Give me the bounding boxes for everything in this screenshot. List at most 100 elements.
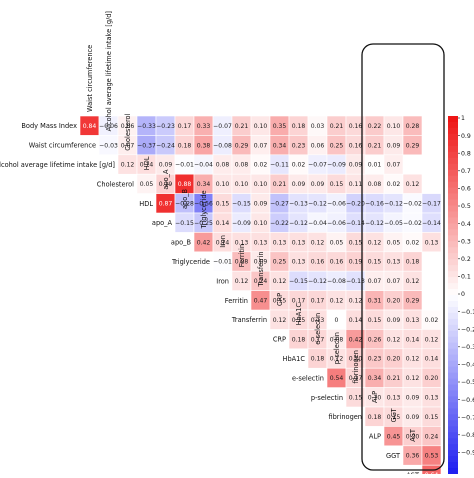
column-label: GGT (390, 407, 398, 422)
row-label: Cholesterol (97, 180, 134, 188)
cell-value-label: −0.04 (194, 162, 213, 169)
cell-value-label: 0.13 (425, 395, 439, 402)
cell-value-label: 0.02 (292, 162, 306, 169)
legend-swatch (448, 456, 458, 463)
cell-value-label: 0.12 (368, 239, 382, 246)
cell-value-label: 0.08 (368, 181, 382, 188)
cell-value-label: 0.88 (178, 181, 192, 188)
cell-value-label: 0.10 (254, 123, 268, 130)
cell-value-label: 0.28 (406, 123, 420, 130)
legend-swatch (448, 468, 458, 475)
heatmap-cell (402, 135, 423, 156)
legend-swatch (448, 390, 458, 398)
legend-swatch (448, 414, 458, 421)
legend-tick-label: 0.3 (461, 238, 471, 245)
legend-swatch (448, 420, 458, 427)
cell-value-label: 0.15 (349, 239, 363, 246)
cell-value-label: −0.24 (156, 142, 175, 149)
legend-tick-label: −0.5 (461, 379, 474, 386)
legend-swatch (448, 336, 458, 344)
legend-swatch (448, 444, 458, 451)
cell-value-label: 0.17 (349, 375, 363, 382)
cell-value-label: 0.12 (121, 162, 135, 169)
cell-value-label: 0.14 (406, 336, 420, 343)
cell-value-label: 0.20 (349, 356, 363, 363)
legend-swatch (448, 223, 458, 230)
row-label: Body Mass Index (21, 122, 77, 130)
cell-value-label: 0.14 (425, 356, 439, 363)
cell-value-label: 0.15 (216, 201, 230, 208)
cell-value-label: −0.12 (308, 278, 327, 285)
cell-value-label: 0.34 (197, 181, 211, 188)
cell-value-label: 0.09 (406, 395, 420, 402)
cell-value-label: 0.12 (273, 317, 287, 324)
cell-value-label: 0.23 (292, 142, 306, 149)
cell-value-label: −0.07 (308, 162, 327, 169)
cell-value-label: 0.09 (349, 162, 363, 169)
legend-swatch (448, 139, 458, 147)
cell-value-label: −0.12 (308, 201, 327, 208)
cell-value-label: 0.25 (330, 142, 344, 149)
cell-value-label: −0.07 (213, 123, 232, 130)
column-label: HDL (143, 156, 151, 170)
legend-swatch (448, 247, 458, 254)
cell-value-label: 0.09 (311, 181, 325, 188)
legend-tick-label: −0.3 (461, 344, 474, 351)
legend-swatch (448, 217, 458, 224)
row-label: fibrinogen (328, 413, 362, 421)
row-label: Alcohol average lifetime intake [g/d] (0, 161, 115, 169)
cell-value-label: 0.21 (330, 123, 344, 130)
legend-tick-label: −0.8 (461, 432, 474, 439)
legend-tick-label: 0.5 (461, 203, 471, 210)
cell-value-label: 0.33 (197, 123, 211, 130)
cell-value-label: −0.14 (422, 220, 441, 227)
cell-value-label: 0.09 (254, 259, 268, 266)
cell-value-label: 0.21 (273, 181, 287, 188)
cell-value-label: −0.03 (99, 142, 118, 149)
cell-value-label: 0.18 (292, 123, 306, 130)
cell-value-label: 0.10 (254, 220, 268, 227)
cell-value-label: 0.13 (406, 317, 420, 324)
cell-value-label: 0.23 (368, 356, 382, 363)
cell-value-label: −0.14 (346, 220, 365, 227)
column-label: apo_A (162, 169, 170, 190)
legend-swatch (448, 193, 458, 201)
row-label: HDL (139, 200, 153, 208)
cell-value-label: 0.15 (368, 317, 382, 324)
cell-value-label: −0.20 (346, 201, 365, 208)
legend-swatch (448, 330, 458, 338)
cell-value-label: 0.54 (330, 375, 344, 382)
cell-value-label: 0.05 (140, 181, 154, 188)
cell-value-label: 0.05 (387, 239, 401, 246)
cell-value-label: 0.19 (159, 181, 173, 188)
legend-tick-label: 0.2 (461, 256, 471, 263)
legend-swatch (448, 312, 458, 320)
column-label: apo_B (181, 188, 189, 209)
legend-swatch (448, 121, 458, 129)
cell-value-label: −0.16 (365, 201, 384, 208)
cell-value-label: 0.02 (387, 181, 401, 188)
legend-swatch (448, 450, 458, 457)
column-label: Triglyceride (200, 190, 208, 229)
legend-swatch (448, 408, 458, 415)
cell-value-label: 0.11 (349, 181, 363, 188)
row-label: HbA1C (283, 355, 306, 363)
legend-tick-label: 0.7 (461, 168, 471, 175)
cell-value-label: 0.15 (425, 414, 439, 421)
cell-value-label: −0.23 (156, 123, 175, 130)
highlight-box (361, 43, 445, 471)
cell-value-label: 0.12 (311, 239, 325, 246)
cell-value-label: 0.28 (235, 259, 249, 266)
cell-value-label: 0.15 (368, 259, 382, 266)
legend-swatch (448, 324, 458, 332)
legend-swatch (448, 205, 458, 213)
legend-tick-label: 0.1 (461, 274, 471, 281)
cell-value-label: 0.12 (425, 336, 439, 343)
cell-value-label: 0.03 (311, 123, 325, 130)
legend-swatch (448, 116, 458, 123)
cell-value-label: 0.21 (235, 123, 249, 130)
column-label: fibrinogen (352, 350, 360, 384)
legend-swatch (448, 229, 458, 236)
cell-value-label: 0.10 (368, 395, 382, 402)
